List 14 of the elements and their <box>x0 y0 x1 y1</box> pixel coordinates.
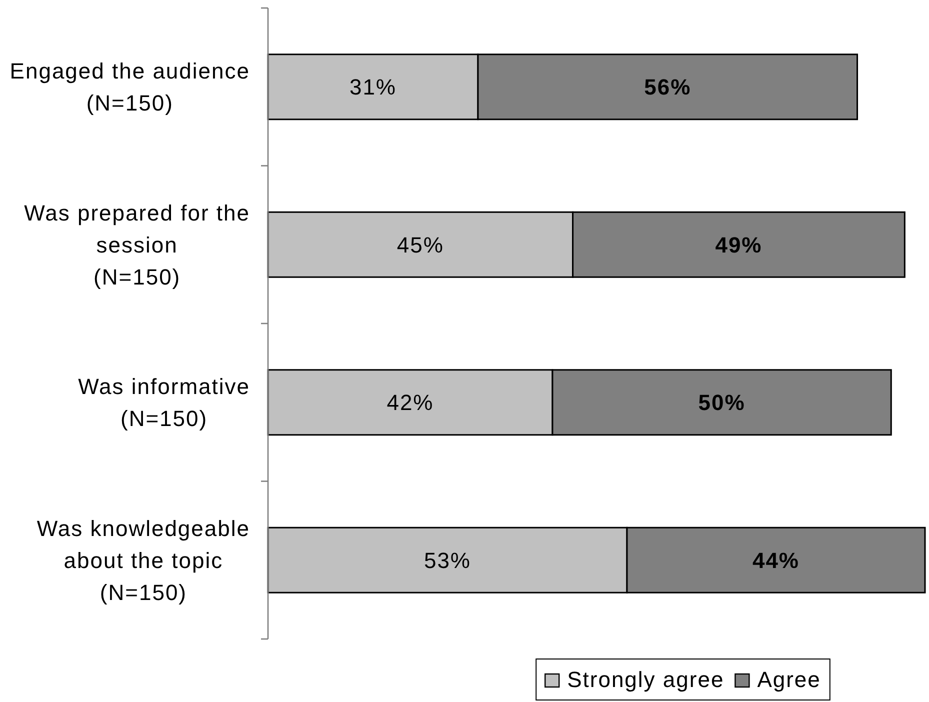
y-tick-label: Was informative (N=150) <box>78 374 250 432</box>
y-tick-label: Was knowledgeable about the topic (N=150) <box>36 516 250 605</box>
legend-label: Agree <box>757 667 821 692</box>
data-label: 31% <box>349 74 397 100</box>
y-tick-label: Engaged the audience (N=150) <box>10 58 250 116</box>
data-label: 44% <box>752 548 800 573</box>
y-tick-label: Was prepared for the session (N=150) <box>24 200 250 290</box>
data-label: 45% <box>396 232 444 258</box>
data-label: 49% <box>715 232 762 258</box>
data-label: 50% <box>698 390 746 416</box>
data-label: 42% <box>386 390 434 416</box>
data-label: 53% <box>424 548 472 573</box>
legend-label: Strongly agree <box>567 667 724 692</box>
data-label: 56% <box>644 74 692 100</box>
